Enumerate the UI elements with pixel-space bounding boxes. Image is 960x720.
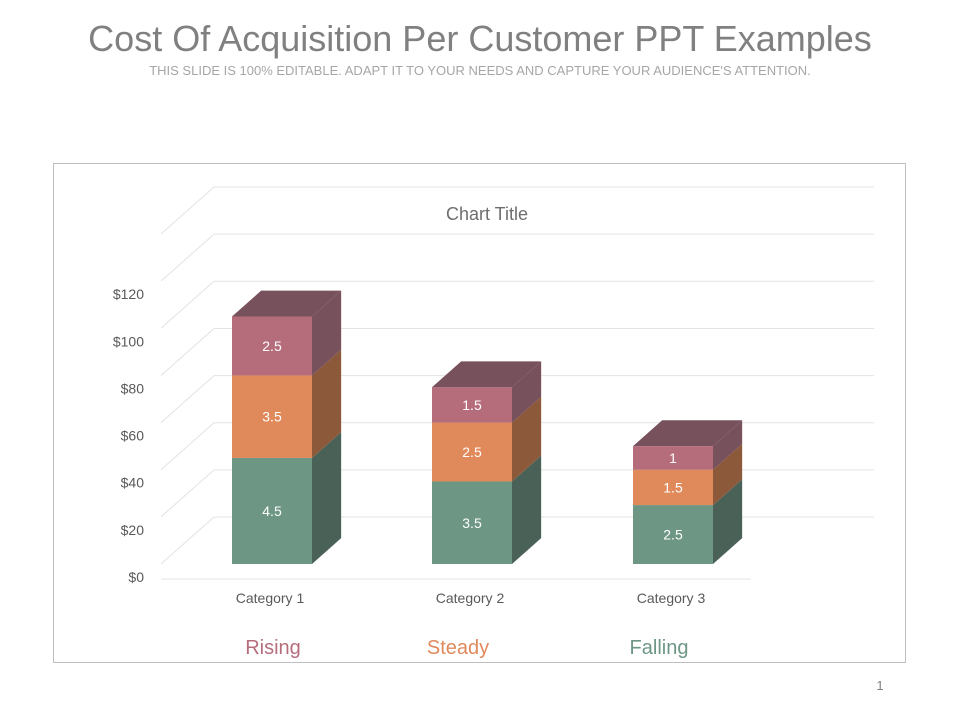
bar-top [432,361,542,388]
data-label: 3.5 [462,515,482,531]
bar-side-2 [512,396,542,482]
bar-segment-3 [232,316,312,376]
bar-side-3 [312,290,342,376]
side-gridline [160,422,215,471]
data-label: 1.5 [663,479,683,495]
y-tick-label: $80 [121,380,145,396]
data-label: 2.5 [262,338,282,354]
page-number: 1 [876,678,884,693]
slide-title: Cost Of Acquisition Per Customer PPT Exa… [88,18,872,59]
chart-frame[interactable]: Chart Title $0 $20 $40 $60 $80 $100 $120 4.5 3.5 2… [53,163,906,663]
side-gridline [160,516,215,565]
data-label: 4.5 [262,503,282,519]
data-label: 3.5 [262,409,282,425]
y-tick-label: $60 [121,428,145,444]
bar-segment-2 [633,469,713,506]
y-tick-label: $120 [113,286,144,302]
bar-segment-1 [232,457,312,564]
y-tick-label: $20 [121,522,145,538]
bar-segment-3 [633,446,713,470]
side-gridline [160,469,215,518]
bar-side-1 [713,479,743,564]
bar-segment-3 [432,387,512,423]
data-label: 1.5 [462,397,482,413]
bar-side-3 [713,420,743,470]
y-tick-label: $0 [128,569,144,585]
chart-title: Chart Title [446,204,528,224]
bar-top [633,420,743,447]
bar-segment-2 [232,375,312,458]
y-tick-label: $100 [113,333,144,349]
legend-entry: Rising [245,637,301,659]
x-tick-label: Category 1 [236,590,305,606]
side-gridline [160,280,215,329]
stacked-column-chart: Chart Title $0 $20 $40 $60 $80 $100 $120 4.5 3.5 2… [113,186,874,659]
bar-top [232,290,342,317]
x-tick-label: Category 3 [637,590,706,606]
slide-subtitle: THIS SLIDE IS 100% EDITABLE. ADAPT IT TO… [149,63,811,78]
data-label: 1 [669,450,677,466]
data-label: 2.5 [663,527,683,543]
bar-side-2 [312,349,342,458]
legend-entry: Falling [630,637,689,659]
side-gridline [160,328,215,376]
side-gridline [160,375,215,423]
bar-segment-2 [432,422,512,482]
bar-segment-1 [633,505,713,564]
bar-side-3 [512,361,542,423]
bar-side-1 [312,432,342,564]
bar-side-2 [713,443,743,506]
legend-entry: Steady [427,637,489,659]
side-gridline [160,186,215,235]
data-label: 2.5 [462,444,482,460]
bar-segment-1 [432,481,512,564]
bar-side-1 [512,455,542,564]
side-gridline [160,233,215,282]
y-tick-label: $40 [121,475,145,491]
x-tick-label: Category 2 [436,590,505,606]
